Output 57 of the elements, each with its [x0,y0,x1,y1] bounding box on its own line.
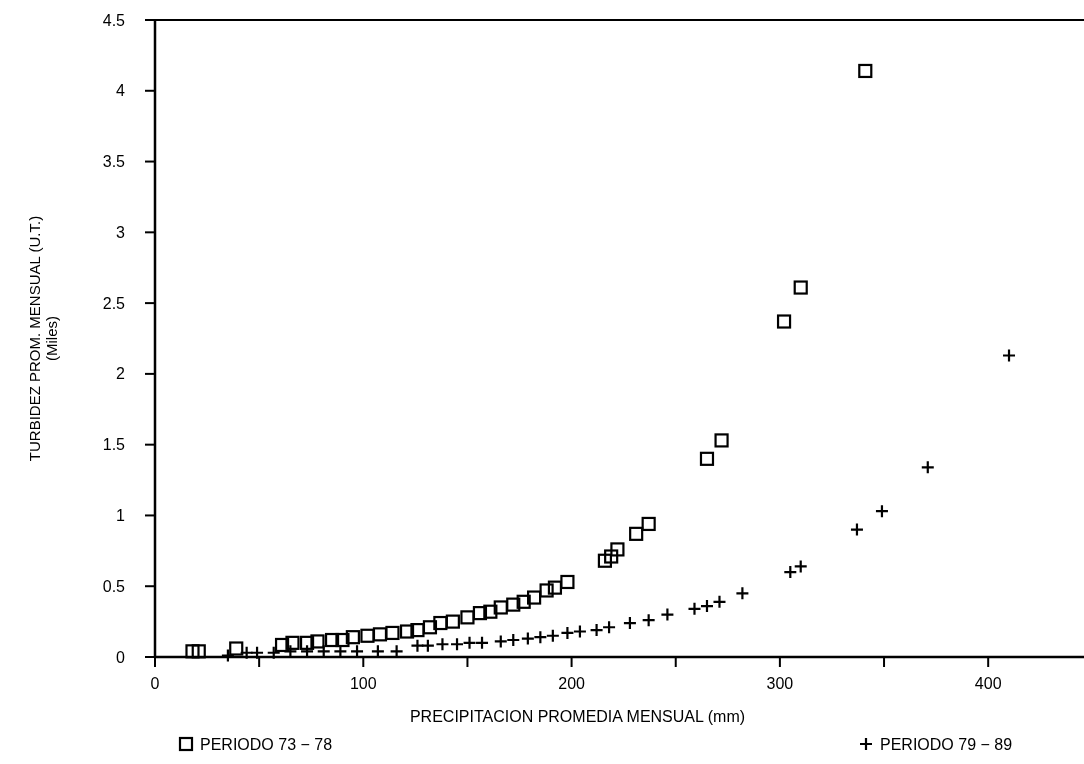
legend-label: PERIODO 79 − 89 [880,736,1013,753]
x-tick-label: 300 [766,675,794,692]
point [629,526,644,541]
point [483,604,498,619]
x-tick-label: 400 [974,675,1002,692]
point [472,606,488,621]
x-axis-title: PRECIPITACION PROMEDIA MENSUAL (mm) [409,708,746,725]
x-tick-label: 100 [349,675,377,692]
point [714,433,729,448]
point [191,644,206,659]
y-tick-label: 2 [116,365,126,383]
point [793,280,808,295]
point [699,451,715,466]
legend-label: PERIODO 73 − 78 [200,736,333,753]
point [285,635,300,650]
point [641,516,656,532]
point [604,549,619,564]
point [516,594,531,609]
point [360,628,375,643]
point [610,542,625,557]
y-tick-label: 3.5 [102,153,126,171]
point [776,314,792,329]
y-axis-title: TURBIDEZ PROM. MENSUAL (U.T.) (Miles) [26,215,60,462]
point [399,624,415,639]
point [597,553,613,568]
point [229,641,244,656]
point [547,580,563,595]
point [410,623,425,638]
point [310,634,325,649]
y-tick-label: 3 [116,223,126,241]
point [527,590,542,605]
y-tick-label: 4.5 [102,11,126,29]
point [858,63,873,79]
point [324,632,340,648]
point [445,614,460,629]
point [539,583,554,598]
point [560,574,575,590]
y-tick-label: 0 [116,648,126,666]
point [493,600,508,615]
point [185,644,200,659]
point [422,620,438,635]
y-tick-label: 2.5 [102,294,126,312]
point [299,635,315,650]
point [372,627,388,642]
point [506,597,521,612]
y-tick-label: 0.5 [102,577,126,595]
point [385,625,400,641]
x-tick-label: 200 [558,675,586,692]
point [433,615,448,631]
point [274,637,290,653]
point [345,630,360,645]
y-tick-label: 4 [116,82,126,100]
point [460,610,475,625]
x-tick-label: 0 [150,675,160,692]
point [335,632,350,648]
y-tick-label: 1.5 [102,436,126,454]
y-tick-label: 1 [116,507,126,525]
